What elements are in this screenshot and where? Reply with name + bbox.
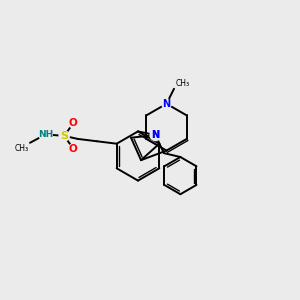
Text: N: N [151, 130, 159, 140]
Circle shape [150, 130, 161, 140]
Circle shape [69, 119, 78, 128]
Circle shape [162, 99, 171, 109]
Text: N: N [151, 130, 159, 140]
Circle shape [69, 144, 78, 153]
Text: O: O [69, 118, 78, 128]
Text: CH₃: CH₃ [14, 144, 28, 153]
Text: CH₃: CH₃ [176, 79, 190, 88]
Text: N: N [163, 99, 171, 109]
Text: S: S [60, 131, 68, 141]
Circle shape [39, 128, 52, 141]
Text: NH: NH [38, 130, 53, 139]
Text: O: O [69, 143, 78, 154]
Circle shape [59, 131, 69, 141]
